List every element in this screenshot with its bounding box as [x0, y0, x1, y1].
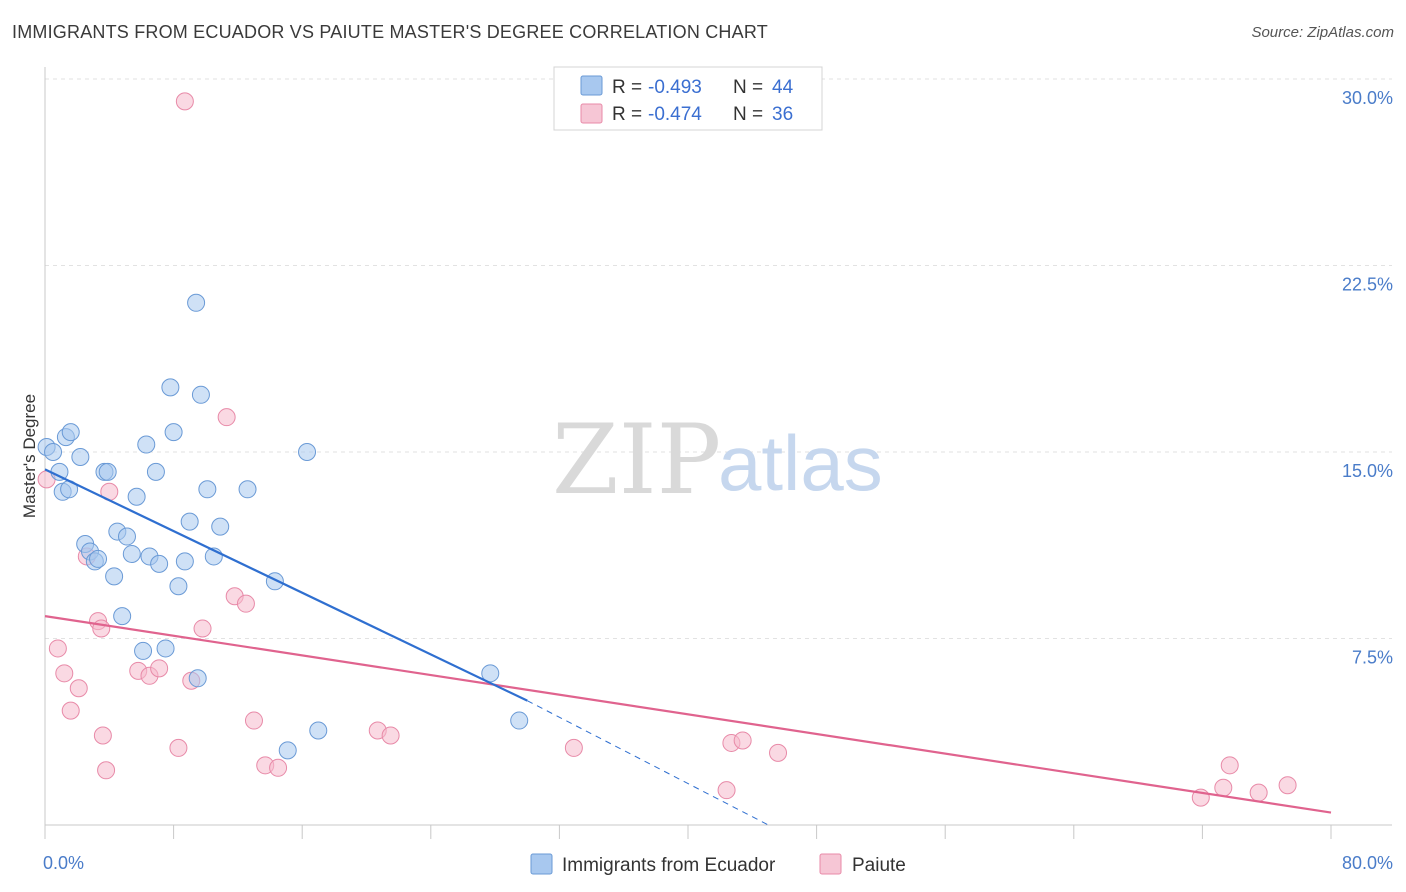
point-paiute-30	[769, 743, 788, 762]
point-paiute-13	[150, 659, 169, 678]
y-tick-label-0: 7.5%	[1352, 648, 1393, 668]
point-ecuador-37	[238, 480, 257, 499]
point-ecuador-43	[510, 711, 529, 730]
legend-r-label-paiute: R =	[612, 104, 642, 125]
point-paiute-2	[55, 664, 74, 683]
point-paiute-1	[48, 639, 67, 658]
point-ecuador-29	[175, 552, 194, 571]
point-ecuador-25	[156, 639, 175, 658]
point-ecuador-2	[50, 462, 69, 481]
top-legend: R = -0.493 N = 44 R = -0.474 N = 36	[553, 66, 823, 131]
trend-line-ecuador	[44, 468, 528, 702]
chart-title: IMMIGRANTS FROM ECUADOR VS PAIUTE MASTER…	[12, 22, 768, 42]
point-ecuador-41	[309, 721, 328, 740]
point-ecuador-1	[44, 443, 63, 461]
x-tick-label-1: 80.0%	[1342, 853, 1393, 873]
legend-n-label-paiute: N =	[733, 104, 763, 125]
point-ecuador-19	[127, 487, 146, 506]
point-paiute-14	[169, 738, 188, 757]
point-paiute-27	[717, 781, 736, 800]
point-ecuador-28	[169, 577, 188, 596]
point-ecuador-31	[187, 293, 206, 312]
legend-r-label-ecuador: R =	[612, 77, 642, 98]
point-ecuador-20	[134, 641, 153, 660]
y-tick-label-1: 15.0%	[1342, 461, 1393, 481]
point-ecuador-18	[122, 544, 141, 563]
watermark-zip: ZIP	[552, 404, 721, 516]
legend-n-value-ecuador: 44	[772, 77, 794, 98]
point-paiute-23	[269, 758, 288, 777]
point-ecuador-7	[71, 447, 90, 466]
point-paiute-18	[217, 408, 236, 427]
point-paiute-34	[1249, 783, 1268, 802]
point-ecuador-39	[278, 741, 297, 760]
legend-r-value-ecuador: -0.493	[648, 77, 702, 98]
point-paiute-25	[381, 726, 400, 745]
bottom-legend: Immigrants from Ecuador Paiute	[530, 853, 906, 876]
legend-r-value-paiute: -0.474	[648, 104, 702, 125]
point-ecuador-36	[211, 517, 230, 536]
y-tick-labels: 7.5% 15.0% 22.5% 30.0%	[1342, 88, 1393, 668]
trend-line-paiute	[44, 615, 1332, 814]
legend-n-value-paiute: 36	[772, 104, 793, 125]
series-ecuador-points	[37, 293, 529, 760]
point-paiute-20	[236, 594, 255, 613]
point-ecuador-30	[180, 512, 199, 531]
grid-lines	[45, 78, 1392, 639]
x-tick-label-0: 0.0%	[43, 853, 84, 873]
point-ecuador-40	[298, 443, 317, 461]
point-ecuador-27	[164, 423, 183, 442]
trend-lines	[44, 468, 1332, 826]
point-paiute-8	[93, 726, 112, 745]
bottom-legend-label-paiute: Paiute	[852, 855, 906, 876]
watermark-atlas: atlas	[718, 419, 883, 507]
point-paiute-7	[92, 619, 111, 638]
point-paiute-3	[61, 701, 80, 720]
point-paiute-29	[733, 731, 752, 750]
point-paiute-4	[69, 679, 88, 698]
x-tick-labels: 0.0% 80.0%	[43, 853, 1393, 873]
point-paiute-21	[244, 711, 263, 730]
point-ecuador-6	[61, 423, 80, 442]
point-ecuador-17	[117, 527, 136, 546]
point-ecuador-14	[105, 567, 124, 586]
point-ecuador-11	[89, 549, 108, 568]
point-paiute-26	[564, 738, 583, 757]
y-axis-label: Master's Degree	[20, 394, 39, 518]
legend-swatch-paiute	[580, 103, 603, 124]
point-ecuador-32	[188, 669, 207, 688]
watermark: ZIP atlas	[552, 404, 883, 516]
source-label: Source: ZipAtlas.com	[1251, 24, 1394, 41]
point-ecuador-13	[98, 462, 117, 481]
point-paiute-32	[1214, 778, 1233, 797]
y-tick-label-2: 22.5%	[1342, 275, 1393, 295]
point-ecuador-24	[150, 554, 169, 573]
point-paiute-9	[97, 761, 116, 780]
trend-line-ecuador-extension	[527, 700, 769, 826]
point-paiute-15	[175, 92, 194, 111]
bottom-legend-swatch-ecuador	[530, 853, 553, 875]
point-paiute-35	[1278, 776, 1297, 795]
bottom-legend-swatch-paiute	[819, 853, 842, 875]
point-ecuador-16	[113, 607, 132, 626]
point-paiute-17	[193, 619, 212, 638]
point-ecuador-23	[146, 462, 165, 481]
bottom-legend-label-ecuador: Immigrants from Ecuador	[562, 855, 776, 876]
point-ecuador-34	[198, 480, 217, 499]
legend-swatch-ecuador	[580, 75, 603, 96]
point-paiute-33	[1220, 756, 1239, 775]
y-tick-label-3: 30.0%	[1342, 88, 1393, 108]
point-ecuador-21	[137, 435, 156, 454]
legend-n-label-ecuador: N =	[733, 77, 763, 98]
point-ecuador-26	[161, 378, 180, 397]
point-ecuador-33	[191, 385, 210, 404]
